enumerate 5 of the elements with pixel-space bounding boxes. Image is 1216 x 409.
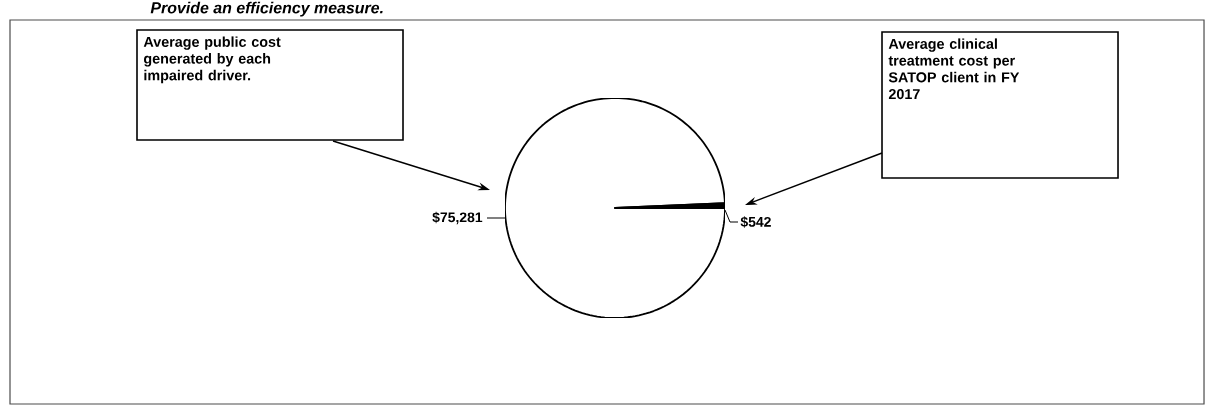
data-label: $75,281 — [432, 211, 483, 225]
text: Average clinical treatment cost per SATOP client in FY 2017 — [888, 38, 1020, 100]
text: Average public cost generated by each impaired driver. — [143, 36, 281, 84]
text: Provide an efficiency measure. — [150, 1, 383, 17]
data-label: $542 — [740, 216, 771, 228]
